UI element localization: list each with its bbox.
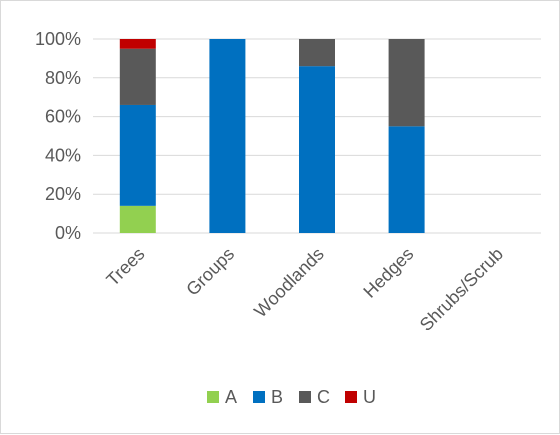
legend-swatch-C bbox=[299, 391, 311, 403]
bar-segment-B bbox=[119, 104, 156, 206]
bar-segment-C bbox=[299, 39, 335, 67]
bar-segment-U bbox=[119, 39, 156, 49]
legend-label: B bbox=[271, 387, 283, 407]
legend-label: C bbox=[317, 387, 330, 407]
legend-swatch-U bbox=[345, 391, 357, 403]
x-category-label: Trees bbox=[102, 244, 148, 290]
x-category-label: Groups bbox=[182, 244, 238, 300]
bar-segment-C bbox=[388, 39, 425, 127]
y-tick-label: 80% bbox=[45, 68, 81, 88]
bars bbox=[119, 39, 425, 233]
x-category-label: Hedges bbox=[359, 244, 417, 302]
x-category-label: Woodlands bbox=[250, 244, 328, 322]
bar-segment-A bbox=[119, 205, 156, 233]
y-tick-label: 20% bbox=[45, 184, 81, 204]
y-tick-label: 60% bbox=[45, 107, 81, 127]
legend-label: A bbox=[225, 387, 237, 407]
bar-segment-B bbox=[388, 126, 425, 233]
y-tick-label: 0% bbox=[55, 223, 81, 243]
y-tick-label: 100% bbox=[35, 29, 81, 49]
bar-segment-C bbox=[119, 48, 156, 105]
bar-segment-B bbox=[209, 39, 246, 233]
legend-label: U bbox=[363, 387, 376, 407]
y-tick-label: 40% bbox=[45, 145, 81, 165]
bar-segment-B bbox=[299, 66, 335, 233]
legend-swatch-A bbox=[207, 391, 219, 403]
legend-swatch-B bbox=[253, 391, 265, 403]
y-axis: 0% 20% 40% 60% 80% 100% bbox=[35, 29, 81, 243]
x-category-label: Shrubs/Scrub bbox=[416, 244, 507, 335]
